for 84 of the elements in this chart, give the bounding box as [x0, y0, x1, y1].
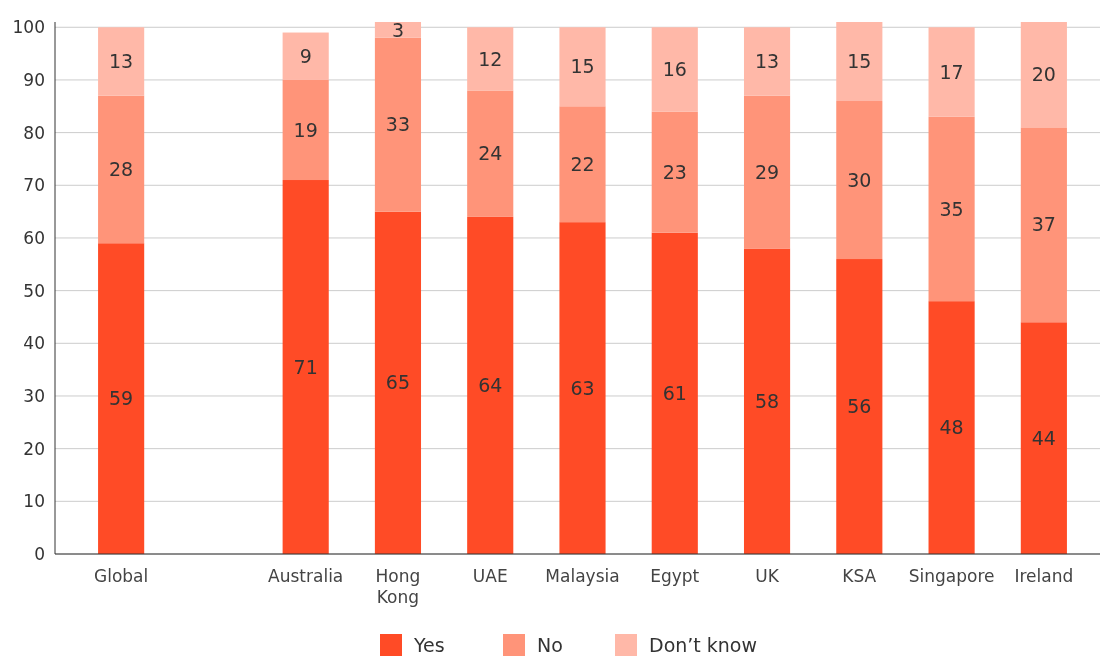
data-label: 48 [939, 416, 964, 439]
y-tick-label: 100 [12, 17, 45, 38]
bar [559, 222, 606, 554]
y-tick-label: 40 [23, 333, 45, 354]
x-tick-label: Ireland [1014, 566, 1074, 586]
data-label: 22 [570, 152, 595, 175]
data-label: 23 [662, 160, 687, 183]
data-label: 28 [109, 158, 134, 181]
y-tick-label: 50 [23, 280, 45, 301]
data-label: 24 [478, 142, 503, 165]
data-label: 61 [662, 382, 687, 404]
data-label: 13 [754, 50, 780, 73]
bar [836, 22, 883, 102]
bar [743, 95, 791, 249]
bar [282, 32, 329, 80]
bar [467, 216, 514, 554]
bar [836, 101, 883, 260]
bar [651, 27, 698, 112]
bar [836, 259, 883, 554]
bar [98, 243, 145, 554]
x-tick-label: Egypt [650, 566, 700, 586]
bar [374, 37, 422, 212]
y-tick-label: 80 [23, 122, 45, 143]
data-label: 63 [570, 376, 595, 399]
data-label: 33 [385, 113, 411, 136]
bar [928, 301, 975, 554]
y-tick-label: 20 [23, 438, 45, 459]
bar [282, 180, 329, 554]
data-label: 3 [391, 18, 404, 41]
bar [282, 79, 329, 181]
bar [559, 106, 606, 223]
x-tick-label: Australia [268, 566, 344, 586]
y-tick-label: 60 [23, 227, 45, 248]
data-label: 15 [847, 50, 872, 73]
y-tick-label: 10 [23, 491, 45, 512]
data-label: 19 [293, 118, 318, 141]
data-label: 56 [847, 395, 872, 418]
y-tick-label: 90 [23, 69, 45, 90]
bar [467, 27, 514, 91]
data-label: 64 [478, 374, 503, 397]
y-tick-label: 30 [23, 385, 45, 406]
data-label: 20 [1031, 63, 1056, 86]
x-tick-label: KSA [842, 566, 877, 586]
data-label: 35 [939, 197, 964, 220]
bar [743, 27, 791, 96]
data-label: 29 [754, 160, 780, 183]
bar [98, 95, 145, 244]
data-label: 59 [109, 387, 134, 410]
data-label: 13 [109, 50, 134, 73]
x-tick-label: Hong Kong [375, 566, 421, 607]
data-label: 16 [662, 58, 687, 81]
bar [467, 90, 514, 217]
bar [1020, 322, 1067, 554]
data-label: 30 [847, 168, 872, 191]
x-tick-label: Malaysia [545, 566, 620, 586]
x-tick-label: UK [755, 566, 780, 586]
data-label: 44 [1031, 426, 1056, 449]
data-label: 12 [478, 47, 503, 70]
data-label: 17 [939, 60, 964, 83]
bar [928, 27, 975, 117]
legend-label: Yes [413, 633, 445, 656]
bar [651, 232, 698, 554]
y-tick-label: 70 [23, 175, 45, 196]
bar [374, 211, 422, 554]
legend-label: No [537, 633, 563, 656]
bar [559, 27, 606, 107]
bar [928, 116, 975, 302]
data-label: 9 [299, 44, 312, 67]
data-label: 71 [293, 355, 318, 378]
bar [743, 248, 791, 554]
bar [1020, 127, 1067, 323]
bar [1020, 22, 1067, 128]
legend-label: Don’t know [649, 633, 758, 656]
bar [374, 22, 422, 38]
data-label: 58 [754, 389, 780, 412]
bar [651, 111, 698, 233]
x-tick-label: Singapore [908, 566, 995, 586]
x-tick-label: Global [94, 566, 149, 586]
bar [98, 27, 145, 96]
data-label: 65 [385, 371, 411, 394]
y-tick-label: 0 [34, 543, 45, 564]
data-label: 37 [1031, 213, 1056, 236]
data-label: 15 [570, 55, 595, 78]
x-tick-label: UAE [472, 566, 508, 586]
